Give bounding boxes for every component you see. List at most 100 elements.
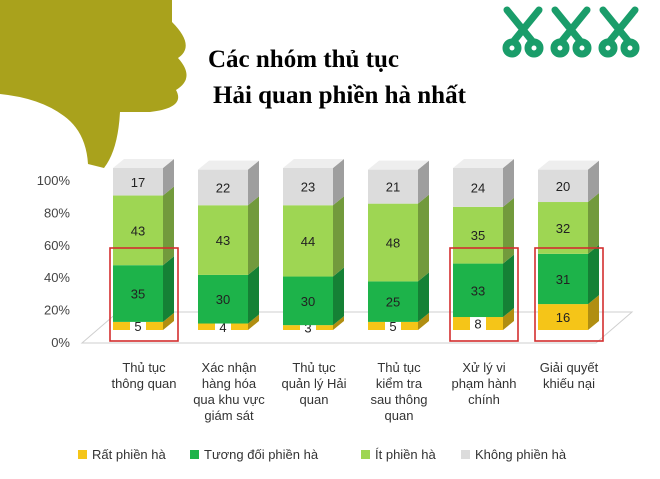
bar-side: [163, 256, 174, 322]
bar-top: [453, 159, 514, 168]
bar: [453, 263, 503, 318]
legend: Rất phiền hà Tương đối phiền hà Ít phiền h…: [78, 447, 567, 462]
bar-side: [333, 196, 344, 277]
data-label: 35: [471, 228, 485, 243]
data-label-background: [130, 318, 146, 335]
bar-segment: 32: [538, 193, 599, 254]
category-label: Thủ tục thông quan: [111, 360, 176, 391]
bar: [283, 205, 333, 277]
bar-segment: 4: [198, 314, 259, 336]
data-label: 43: [216, 233, 230, 248]
bar: [283, 276, 333, 326]
bar-segment: 21: [368, 160, 429, 204]
bar-segment: 5: [113, 312, 174, 335]
scissors-icon: [598, 6, 640, 58]
bar-side: [588, 193, 599, 254]
bar-side: [248, 265, 259, 324]
data-label: 32: [556, 221, 570, 236]
bar-side: [503, 308, 514, 330]
bar-segment: 30: [283, 267, 344, 326]
bar: [538, 169, 588, 203]
legend-item: Tương đối phiền hà: [190, 447, 319, 462]
highlight-box: [109, 247, 179, 342]
y-tick-label: 100%: [37, 173, 71, 188]
bar-top: [283, 159, 344, 168]
highlight-box: [449, 247, 519, 342]
bar: [538, 202, 588, 254]
bar: [368, 169, 418, 204]
bar-segment: 17: [113, 159, 174, 196]
scissors-icon: [550, 6, 592, 58]
data-label: 33: [471, 283, 485, 298]
legend-swatch: [461, 450, 470, 459]
data-label: 35: [131, 287, 145, 302]
bar-stack: 3 30 44 23: [283, 159, 344, 337]
bar: [453, 206, 503, 264]
highlight-box: [534, 247, 604, 342]
bar-stack: 5 35 43 17: [113, 159, 174, 335]
bar: [368, 203, 418, 282]
bar-side: [588, 295, 599, 330]
bar: [283, 168, 333, 206]
category-label: Xử lý vi phạm hành chính: [451, 360, 516, 407]
chart-floor: [80, 311, 634, 344]
highlights: [109, 247, 604, 342]
bar-side: [333, 267, 344, 326]
data-label: 30: [216, 292, 230, 307]
bar-segment: 35: [453, 197, 514, 264]
data-label-background: [470, 316, 486, 333]
bar: [198, 169, 248, 206]
data-label: 31: [556, 272, 570, 287]
bar-segment: 16: [538, 295, 599, 330]
data-label: 5: [134, 319, 141, 334]
bar-segment: 48: [368, 194, 429, 282]
bar-segment: 43: [113, 186, 174, 266]
bar-side: [333, 159, 344, 206]
category-label: Xác nhận hàng hóa qua khu vực giám sát: [193, 360, 265, 423]
bar-segment: 24: [453, 159, 514, 207]
bar-segment: 22: [198, 160, 259, 206]
bar-segment: 43: [198, 196, 259, 275]
bar-side: [503, 197, 514, 264]
bar: [113, 195, 163, 266]
data-label: 22: [216, 180, 230, 195]
bar-segment: 5: [368, 312, 429, 335]
y-tick-label: 40%: [44, 270, 70, 285]
y-tick-label: 60%: [44, 238, 70, 253]
legend-swatch: [78, 450, 87, 459]
data-label: 3: [304, 321, 311, 336]
bar: [368, 281, 418, 322]
bar-side: [418, 312, 429, 330]
chart-title-line-2: Hải quan phiền hà nhất: [213, 82, 467, 109]
bar-top: [113, 159, 174, 168]
bar-segment: 20: [538, 160, 599, 203]
bar-side: [588, 160, 599, 203]
bar-segment: 8: [453, 308, 514, 333]
bar-side: [248, 314, 259, 330]
bar-segment: 31: [538, 244, 599, 305]
category-labels: Thủ tục thông quan Xác nhận hàng hóa qua khu…: [111, 360, 598, 423]
bar-side: [163, 186, 174, 266]
legend-item: Rất phiền hà: [78, 447, 166, 462]
bar: [538, 253, 588, 305]
category-label: Thủ tục kiểm tra sau thông quan: [370, 360, 427, 423]
scissors-icon: [502, 6, 544, 58]
bar: [538, 304, 588, 330]
data-label-background: [385, 318, 401, 335]
legend-item: Không phiền hà: [461, 447, 567, 462]
data-label: 4: [219, 320, 226, 335]
data-label: 17: [131, 175, 145, 190]
bar-segment: 33: [453, 254, 514, 318]
bar-top: [198, 160, 259, 170]
data-label: 20: [556, 179, 570, 194]
bar: [198, 205, 248, 275]
bar: [453, 168, 503, 207]
bar-top: [538, 160, 599, 170]
bar: [113, 265, 163, 322]
thumbs-down-icon: [0, 0, 187, 168]
data-label: 24: [471, 180, 485, 195]
bar-side: [503, 159, 514, 207]
bars: 5 35 43 17 4 30 43 22 3 30 44 23 5 25 48 21 8 33 35 24 16 31 3…: [113, 159, 599, 337]
bar: [113, 168, 163, 196]
